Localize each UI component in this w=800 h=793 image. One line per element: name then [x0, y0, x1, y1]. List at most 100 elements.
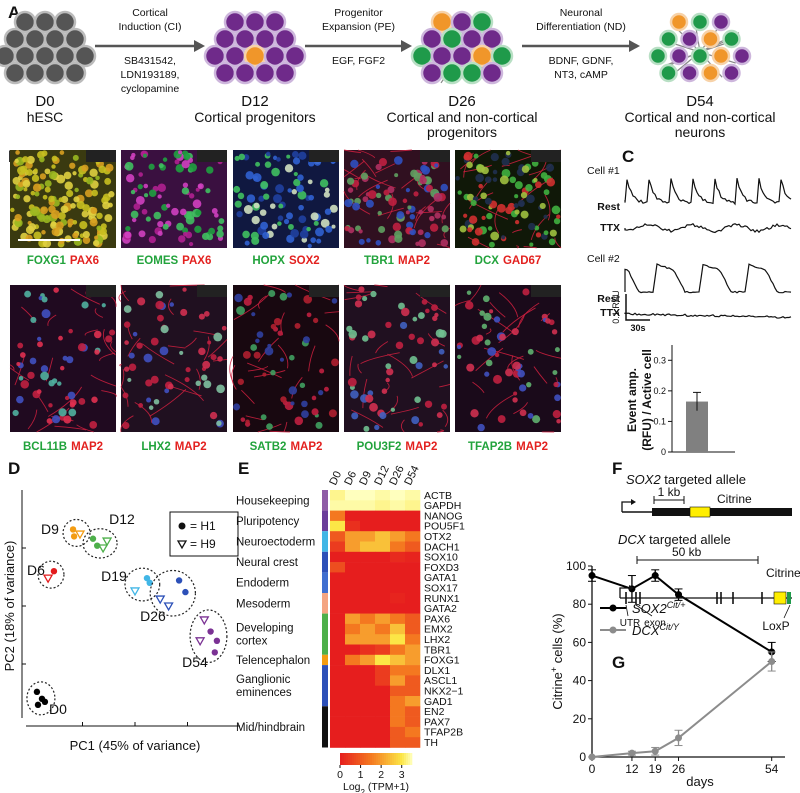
point: [675, 591, 683, 599]
nucleus: [434, 163, 439, 168]
heatmap-cell: [345, 500, 361, 511]
nucleus: [148, 235, 156, 244]
cell: [701, 63, 720, 83]
nucleus: [89, 421, 98, 429]
heatmap-cell: [405, 582, 421, 594]
nucleus: [313, 220, 319, 226]
colorbar-step: [378, 753, 381, 765]
allele-title-part: targeted allele: [645, 532, 730, 547]
nucleus: [20, 165, 28, 173]
colorbar-step: [382, 753, 385, 765]
neurite: [76, 424, 94, 433]
neurite: [343, 160, 365, 178]
group-outline: [124, 567, 161, 602]
legend-marker: [178, 522, 186, 530]
colorbar-tick-label: 1: [358, 769, 364, 781]
nucleus: [409, 214, 416, 220]
gene-label: LHX2: [424, 634, 450, 646]
point: [182, 588, 189, 596]
gene-label: GATA1: [424, 572, 457, 584]
neurite: [167, 345, 186, 349]
nucleus: [26, 155, 35, 164]
nucleus: [276, 157, 281, 162]
heatmap-cell: [345, 623, 361, 635]
group-bar: [322, 551, 328, 573]
cell: [3, 61, 27, 85]
nucleus: [181, 160, 190, 169]
gene-label: OTX2: [424, 531, 452, 543]
heatmap-cell: [330, 572, 346, 583]
heatmap-cell: [330, 500, 346, 511]
nucleus: [433, 192, 443, 202]
nucleus: [69, 402, 76, 408]
nucleus: [484, 339, 491, 346]
nucleus: [81, 164, 89, 172]
nucleus: [63, 415, 72, 424]
heatmap-cell: [375, 716, 391, 728]
heatmap-cell: [405, 500, 421, 511]
gene-label: NANOG: [424, 510, 463, 522]
heatmap-cell: [360, 634, 376, 645]
nucleus: [507, 202, 516, 211]
nucleus: [410, 169, 418, 178]
nucleus: [56, 174, 66, 184]
colorbar-step: [376, 753, 379, 765]
nucleus: [512, 361, 521, 370]
nucleus: [236, 306, 245, 315]
nucleus: [501, 157, 510, 166]
nucleus: [68, 408, 77, 417]
y-axis-label-part: Citrine: [550, 672, 565, 710]
y-axis-label: Event amp.: [625, 368, 639, 432]
scale-bar: [625, 294, 650, 321]
nucleus: [514, 181, 523, 190]
nucleus: [289, 354, 295, 361]
nucleus: [402, 198, 408, 204]
gene-label: DACH1: [424, 541, 460, 553]
nucleus: [286, 154, 291, 159]
heatmap-cell: [390, 665, 406, 676]
nucleus: [150, 337, 159, 346]
heatmap-cell: [375, 551, 391, 563]
marker-caption-part: POU3F2: [357, 441, 402, 453]
nucleus: [347, 187, 354, 193]
nucleus: [288, 386, 298, 395]
nucleus: [15, 150, 20, 155]
stage-label: progenitors: [427, 124, 497, 140]
nucleus: [61, 195, 69, 204]
stage-day: D12: [241, 93, 269, 110]
nucleus: [468, 215, 478, 224]
heatmap-cell: [390, 541, 406, 553]
y-tick-label: 40: [573, 674, 587, 688]
nucleus: [440, 183, 449, 192]
nucleus: [217, 356, 223, 362]
nucleus: [415, 362, 423, 370]
nucleus: [296, 184, 304, 193]
nucleus: [29, 207, 39, 217]
nucleus: [398, 302, 405, 310]
point: [588, 572, 596, 580]
neurite: [343, 149, 362, 154]
marker-caption-part: BCL11B: [23, 441, 67, 453]
nucleus: [124, 161, 134, 171]
neurite: [241, 389, 255, 404]
heatmap-cell: [330, 551, 346, 563]
nucleus: [298, 204, 304, 211]
group-label: Mid/hindbrain: [236, 722, 305, 734]
group-outline: [82, 528, 118, 559]
nucleus: [264, 161, 272, 168]
gene-label: GATA2: [424, 603, 457, 615]
arrow-head: [629, 40, 640, 52]
nucleus: [67, 223, 72, 228]
micrograph: [118, 284, 228, 433]
heatmap-cell: [390, 582, 406, 594]
nucleus: [256, 331, 264, 338]
nucleus: [541, 313, 548, 320]
y-axis-label: PC2 (18% of variance): [2, 541, 17, 672]
gene-label: ACTB: [424, 490, 452, 502]
group-outline: [149, 569, 196, 617]
nucleus: [135, 195, 145, 205]
promoter-arrow: [619, 587, 630, 598]
cell: [53, 10, 77, 34]
nucleus: [51, 415, 61, 424]
nucleus: [66, 356, 74, 364]
